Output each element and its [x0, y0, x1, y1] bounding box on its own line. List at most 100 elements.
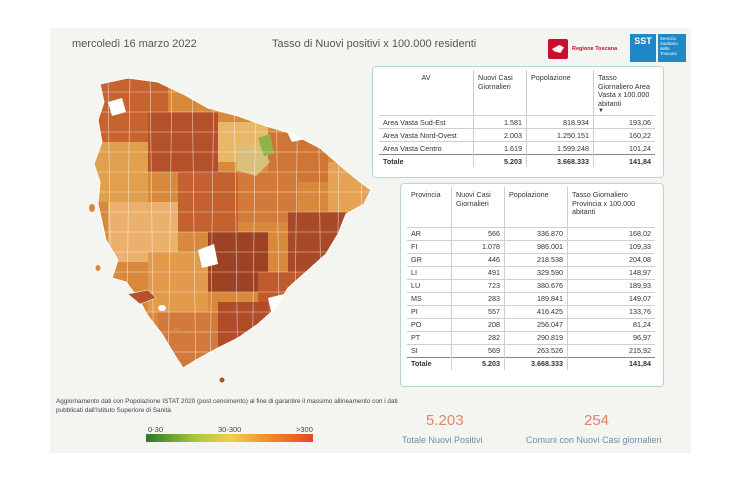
prov-cell: 416.425 — [504, 304, 568, 318]
prov-cell: 723 — [451, 278, 505, 292]
prov-cell: 109,33 — [567, 239, 655, 253]
av-cell: 101,24 — [593, 141, 655, 155]
report-title: Tasso di Nuovi positivi x 100.000 reside… — [272, 38, 477, 50]
table-total-row: Totale 5.203 3.668.333 141,84 — [379, 154, 655, 167]
prov-cell: 204,08 — [567, 252, 655, 266]
island-elba[interactable] — [127, 289, 157, 305]
prov-cell: 329.590 — [504, 265, 568, 279]
prov-cell: 133,76 — [567, 304, 655, 318]
table-row[interactable]: AR 566 336.870 168,02 — [407, 226, 655, 240]
prov-cell: 208 — [451, 317, 505, 331]
prov-cell: MS — [407, 291, 452, 305]
prov-cell: 290.819 — [504, 330, 568, 344]
prov-total-cell: 5.203 — [451, 356, 505, 370]
report-date: mercoledì 16 marzo 2022 — [72, 38, 197, 50]
prov-cell: 263.526 — [504, 343, 568, 357]
prov-cell: LU — [407, 278, 452, 292]
prov-header-cases[interactable]: Nuovi Casi Giornalieri — [451, 187, 505, 227]
regione-logo-text: Regione Toscana — [572, 46, 618, 52]
table-row[interactable]: LI 491 329.590 148,97 — [407, 265, 655, 279]
prov-cell: PO — [407, 317, 452, 331]
prov-cell: 149,07 — [567, 291, 655, 305]
table-row[interactable]: MS 283 189.841 149,07 — [407, 291, 655, 305]
prov-cell: 81,24 — [567, 317, 655, 331]
av-cell: 818.934 — [526, 115, 594, 129]
av-header-rate-text: Tasso Giornaliero Area Vasta x 100.000 a… — [598, 73, 650, 108]
prov-header-provincia[interactable]: Provincia — [411, 190, 441, 199]
table-row[interactable]: Area Vasta Centro 1.619 1.599.248 101,24 — [379, 141, 655, 155]
prov-cell: 215,92 — [567, 343, 655, 357]
prov-cell: 283 — [451, 291, 505, 305]
av-cell: 160,22 — [593, 128, 655, 142]
sort-desc-icon[interactable]: ▼ — [598, 108, 604, 114]
island-giglio[interactable] — [219, 377, 225, 383]
table-row[interactable]: PO 208 256.047 81,24 — [407, 317, 655, 331]
prov-cell: 380.676 — [504, 278, 568, 292]
av-header-av[interactable]: AV — [421, 73, 431, 82]
prov-header-rate[interactable]: Tasso Giornaliero Provincia x 100.000 ab… — [567, 187, 655, 227]
legend-high-label: >300 — [296, 425, 313, 434]
prov-cell: 557 — [451, 304, 505, 318]
prov-header-pop[interactable]: Popolazione — [504, 187, 568, 227]
prov-cell: LI — [407, 265, 452, 279]
table-row[interactable]: PT 282 290.819 96,97 — [407, 330, 655, 344]
kpi-total-value: 5.203 — [426, 412, 464, 429]
av-header-pop[interactable]: Popolazione — [526, 70, 594, 116]
legend-low-label: 0-30 — [148, 425, 164, 434]
prov-table: Provincia Nuovi Casi Giornalieri Popolaz… — [407, 187, 655, 370]
kpi-total-label: Totale Nuovi Positivi — [402, 435, 483, 445]
prov-cell: 491 — [451, 265, 505, 279]
table-row[interactable]: Area Vasta Sud-Est 1.581 818.934 193,06 — [379, 115, 655, 129]
prov-cell: FI — [407, 239, 452, 253]
av-cell: Area Vasta Sud-Est — [379, 115, 474, 129]
kpi-comuni-label: Comuni con Nuovi Casi giornalieri — [526, 435, 662, 445]
prov-total-cell: Totale — [407, 356, 452, 370]
sst-logo-short: SST — [630, 34, 656, 62]
table-row[interactable]: LU 723 380.676 189,93 — [407, 278, 655, 292]
av-cell: 1.619 — [473, 141, 527, 155]
prov-cell: 189,93 — [567, 278, 655, 292]
sst-logo-text: Servizio Sanitario della Toscana — [658, 34, 686, 62]
footnote: Aggiornamento dati con Popolazione ISTAT… — [56, 398, 398, 414]
prov-cell: PT — [407, 330, 452, 344]
prov-cell: 148,97 — [567, 265, 655, 279]
prov-cell: 566 — [451, 226, 505, 240]
av-total-cell: Totale — [379, 154, 474, 167]
prov-cell: 336.870 — [504, 226, 568, 240]
table-row[interactable]: GR 446 218.538 204,08 — [407, 252, 655, 266]
pegasus-icon — [548, 39, 568, 59]
av-cell: 2.003 — [473, 128, 527, 142]
island-pianosa — [158, 305, 166, 311]
prov-cell: 446 — [451, 252, 505, 266]
av-cell: 1.250.151 — [526, 128, 594, 142]
prov-cell: AR — [407, 226, 452, 240]
prov-cell: GR — [407, 252, 452, 266]
table-row[interactable]: PI 557 416.425 133,76 — [407, 304, 655, 318]
prov-cell: 282 — [451, 330, 505, 344]
table-row[interactable]: Area Vasta Nord-Ovest 2.003 1.250.151 16… — [379, 128, 655, 142]
av-total-cell: 141,84 — [593, 154, 655, 167]
table-row[interactable]: SI 569 263.526 215,92 — [407, 343, 655, 357]
prov-cell: 218.538 — [504, 252, 568, 266]
prov-cell: PI — [407, 304, 452, 318]
map-municipalities[interactable] — [88, 72, 378, 392]
island-gorgona — [89, 204, 95, 212]
legend-color-scale — [146, 434, 313, 442]
prov-table-box: Provincia Nuovi Casi Giornalieri Popolaz… — [400, 183, 664, 387]
prov-total-cell: 141,84 — [567, 356, 655, 370]
prov-total-cell: 3.668.333 — [504, 356, 568, 370]
table-total-row: Totale 5.203 3.668.333 141,84 — [407, 356, 655, 370]
av-cell: 1.599.248 — [526, 141, 594, 155]
av-header-cases[interactable]: Nuovi Casi Giornalieri — [473, 70, 527, 116]
av-cell: Area Vasta Nord-Ovest — [379, 128, 474, 142]
av-cell: 193,06 — [593, 115, 655, 129]
legend-mid-label: 30-300 — [218, 425, 242, 434]
av-cell: 1.581 — [473, 115, 527, 129]
av-table: AV Nuovi Casi Giornalieri Popolazione Ta… — [379, 70, 655, 167]
island-montecristo — [173, 328, 179, 332]
av-header-rate[interactable]: Tasso Giornaliero Area Vasta x 100.000 a… — [593, 70, 655, 116]
island-capraia — [95, 265, 101, 271]
tuscany-map[interactable] — [88, 72, 378, 392]
regione-toscana-logo: Regione Toscana — [548, 36, 618, 62]
table-row[interactable]: FI 1.078 986.001 109,33 — [407, 239, 655, 253]
